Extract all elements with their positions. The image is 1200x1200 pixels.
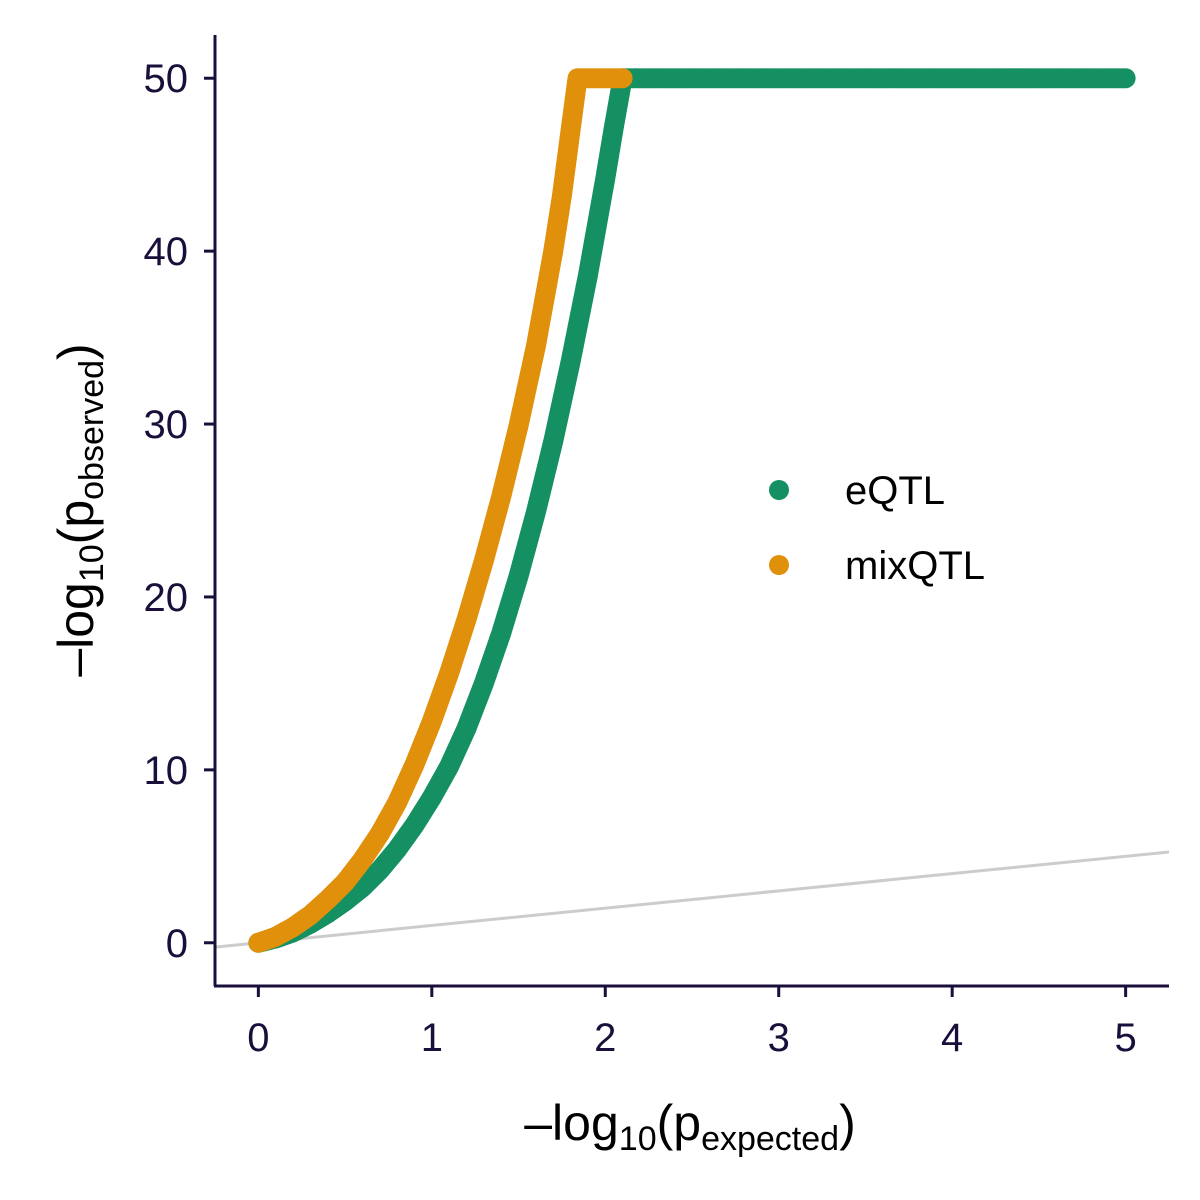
y-axis-title-open: (p: [48, 500, 104, 544]
y-axis-title: –log10(pobserved): [48, 343, 111, 676]
y-tick-label: 0: [166, 922, 188, 966]
x-tick-label: 4: [941, 1016, 963, 1060]
x-tick-label: 5: [1115, 1016, 1137, 1060]
data-point: [1115, 68, 1136, 89]
y-tick-label: 40: [144, 230, 189, 274]
y-axis-title-close: ): [48, 343, 104, 360]
x-axis-title-close: ): [839, 1095, 856, 1151]
x-tick-label: 3: [768, 1016, 790, 1060]
reference-line-layer: [214, 850, 1170, 949]
legend: eQTL mixQTL: [769, 469, 985, 588]
x-ticks: 0 1 2 3 4 5: [247, 986, 1137, 1060]
y-axis-title-sub1: 10: [73, 544, 111, 582]
series-mixqtl: [248, 68, 633, 953]
series-layer: [248, 68, 1136, 953]
legend-label-mixqtl: mixQTL: [845, 544, 985, 588]
x-axis-title: –log10(pexpected): [524, 1095, 855, 1158]
data-point: [612, 68, 633, 89]
y-tick-label: 10: [144, 749, 189, 793]
axes-layer: [213, 35, 1169, 988]
y-tick-label: 30: [144, 403, 189, 447]
y-tick-label: 20: [144, 576, 189, 620]
legend-marker-mixqtl: [769, 555, 789, 575]
legend-marker-eqtl: [769, 480, 789, 500]
y-tick-label: 50: [144, 57, 189, 101]
y-ticks: 0 10 20 30 40 50: [144, 57, 215, 966]
y-axis-title-prefix: –log: [48, 582, 104, 677]
reference-line: [214, 850, 1170, 949]
x-tick-label: 2: [594, 1016, 616, 1060]
x-tick-label: 1: [421, 1016, 443, 1060]
y-axis-title-sub2: observed: [73, 360, 111, 500]
legend-label-eqtl: eQTL: [845, 469, 945, 513]
x-axis-title-open: (p: [657, 1095, 701, 1151]
x-axis-title-sub2: expected: [701, 1120, 839, 1158]
x-axis-title-sub1: 10: [619, 1120, 657, 1158]
x-axis-title-prefix: –log: [524, 1095, 619, 1151]
x-tick-label: 0: [247, 1016, 269, 1060]
